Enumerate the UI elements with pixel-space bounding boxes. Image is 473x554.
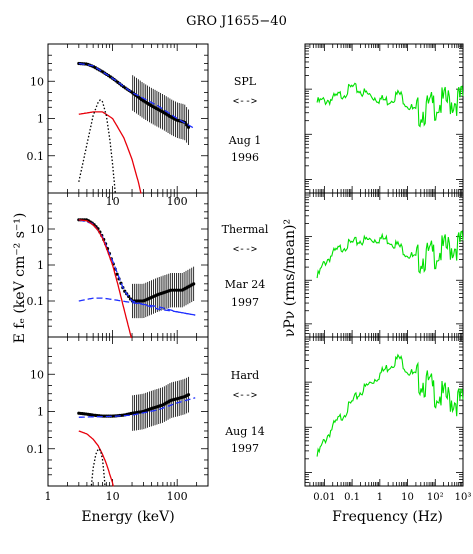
left-y-tick-label: 0.1 <box>27 295 45 308</box>
panel-3-arrow: <--> <box>232 390 258 401</box>
left-y-tick-label: 0.1 <box>27 443 45 456</box>
right-x-tick-label: 10² <box>427 492 444 503</box>
pds-line <box>316 353 464 457</box>
spectrum-data-point <box>192 282 196 286</box>
right-panel-2-frame <box>304 192 464 338</box>
right-x-tick-label: 10³ <box>455 492 472 503</box>
left-panel-3-frame <box>47 336 209 487</box>
panel-1-arrow: <--> <box>232 96 258 107</box>
spectrum-data-point <box>185 123 189 127</box>
panel-2-year: 1997 <box>231 296 259 309</box>
panel-2-date: Mar 24 <box>224 278 266 291</box>
left-x-tick-label: 1 <box>45 490 52 503</box>
right-x-tick-label: 0.01 <box>313 492 335 503</box>
panel-1-year: 1996 <box>231 151 259 164</box>
right-panel-3-frame <box>304 336 464 487</box>
left-y-tick-label: 1 <box>37 406 44 419</box>
left-x-tick-label-inner: 100 <box>167 195 188 208</box>
left-y-axis-label: E fₑ (keV cm⁻² s⁻¹) <box>12 212 28 344</box>
left-y-tick-label: 0.1 <box>27 150 45 163</box>
spectrum-total-model-line <box>78 397 196 418</box>
panel-2-arrow: <--> <box>232 244 258 255</box>
spectrum-gaussian-line <box>78 99 116 194</box>
spectrum-total-model-line <box>78 62 196 130</box>
panel-3-year: 1997 <box>231 442 259 455</box>
panel-3-date: Aug 14 <box>225 425 265 438</box>
figure-title: GRO J1655−40 <box>186 14 287 29</box>
left-x-tick-label: 10 <box>106 490 120 503</box>
left-y-tick-label: 10 <box>30 368 44 381</box>
right-panel-1-frame <box>304 43 464 194</box>
panel-1-date: Aug 1 <box>228 134 262 147</box>
spectrum-data-point <box>186 125 191 129</box>
right-y-axis-label: νPν (rms/mean)² <box>282 218 298 338</box>
panel-3-state-label: Hard <box>230 369 260 382</box>
right-x-axis-label: Frequency (Hz) <box>332 509 443 525</box>
panel-2-state-label: Thermal <box>221 223 269 236</box>
spectrum-thermal-line <box>78 111 142 194</box>
spectrum-data-point <box>186 393 191 397</box>
left-x-axis-label: Energy (keV) <box>81 509 175 525</box>
spectrum-power-law-line <box>78 297 196 316</box>
left-y-tick-label: 10 <box>30 75 44 88</box>
spectrum-thermal-line <box>78 430 114 487</box>
left-y-tick-label: 10 <box>30 223 44 236</box>
pds-line <box>316 82 464 128</box>
panel-1-state-label: SPL <box>233 75 257 88</box>
right-x-tick-label: 0.1 <box>344 492 360 503</box>
left-panel-2-frame <box>47 192 209 338</box>
right-x-tick-label: 10 <box>401 492 414 503</box>
left-panel-1-frame <box>47 43 209 194</box>
pds-line <box>316 230 464 279</box>
left-y-tick-label: 1 <box>37 259 44 272</box>
left-x-tick-label: 100 <box>167 490 188 503</box>
left-y-tick-label: 1 <box>37 113 44 126</box>
left-x-tick-label-inner: 10 <box>106 195 120 208</box>
spectrum-thermal-line <box>78 219 133 339</box>
right-x-tick-label: 1 <box>377 492 383 503</box>
